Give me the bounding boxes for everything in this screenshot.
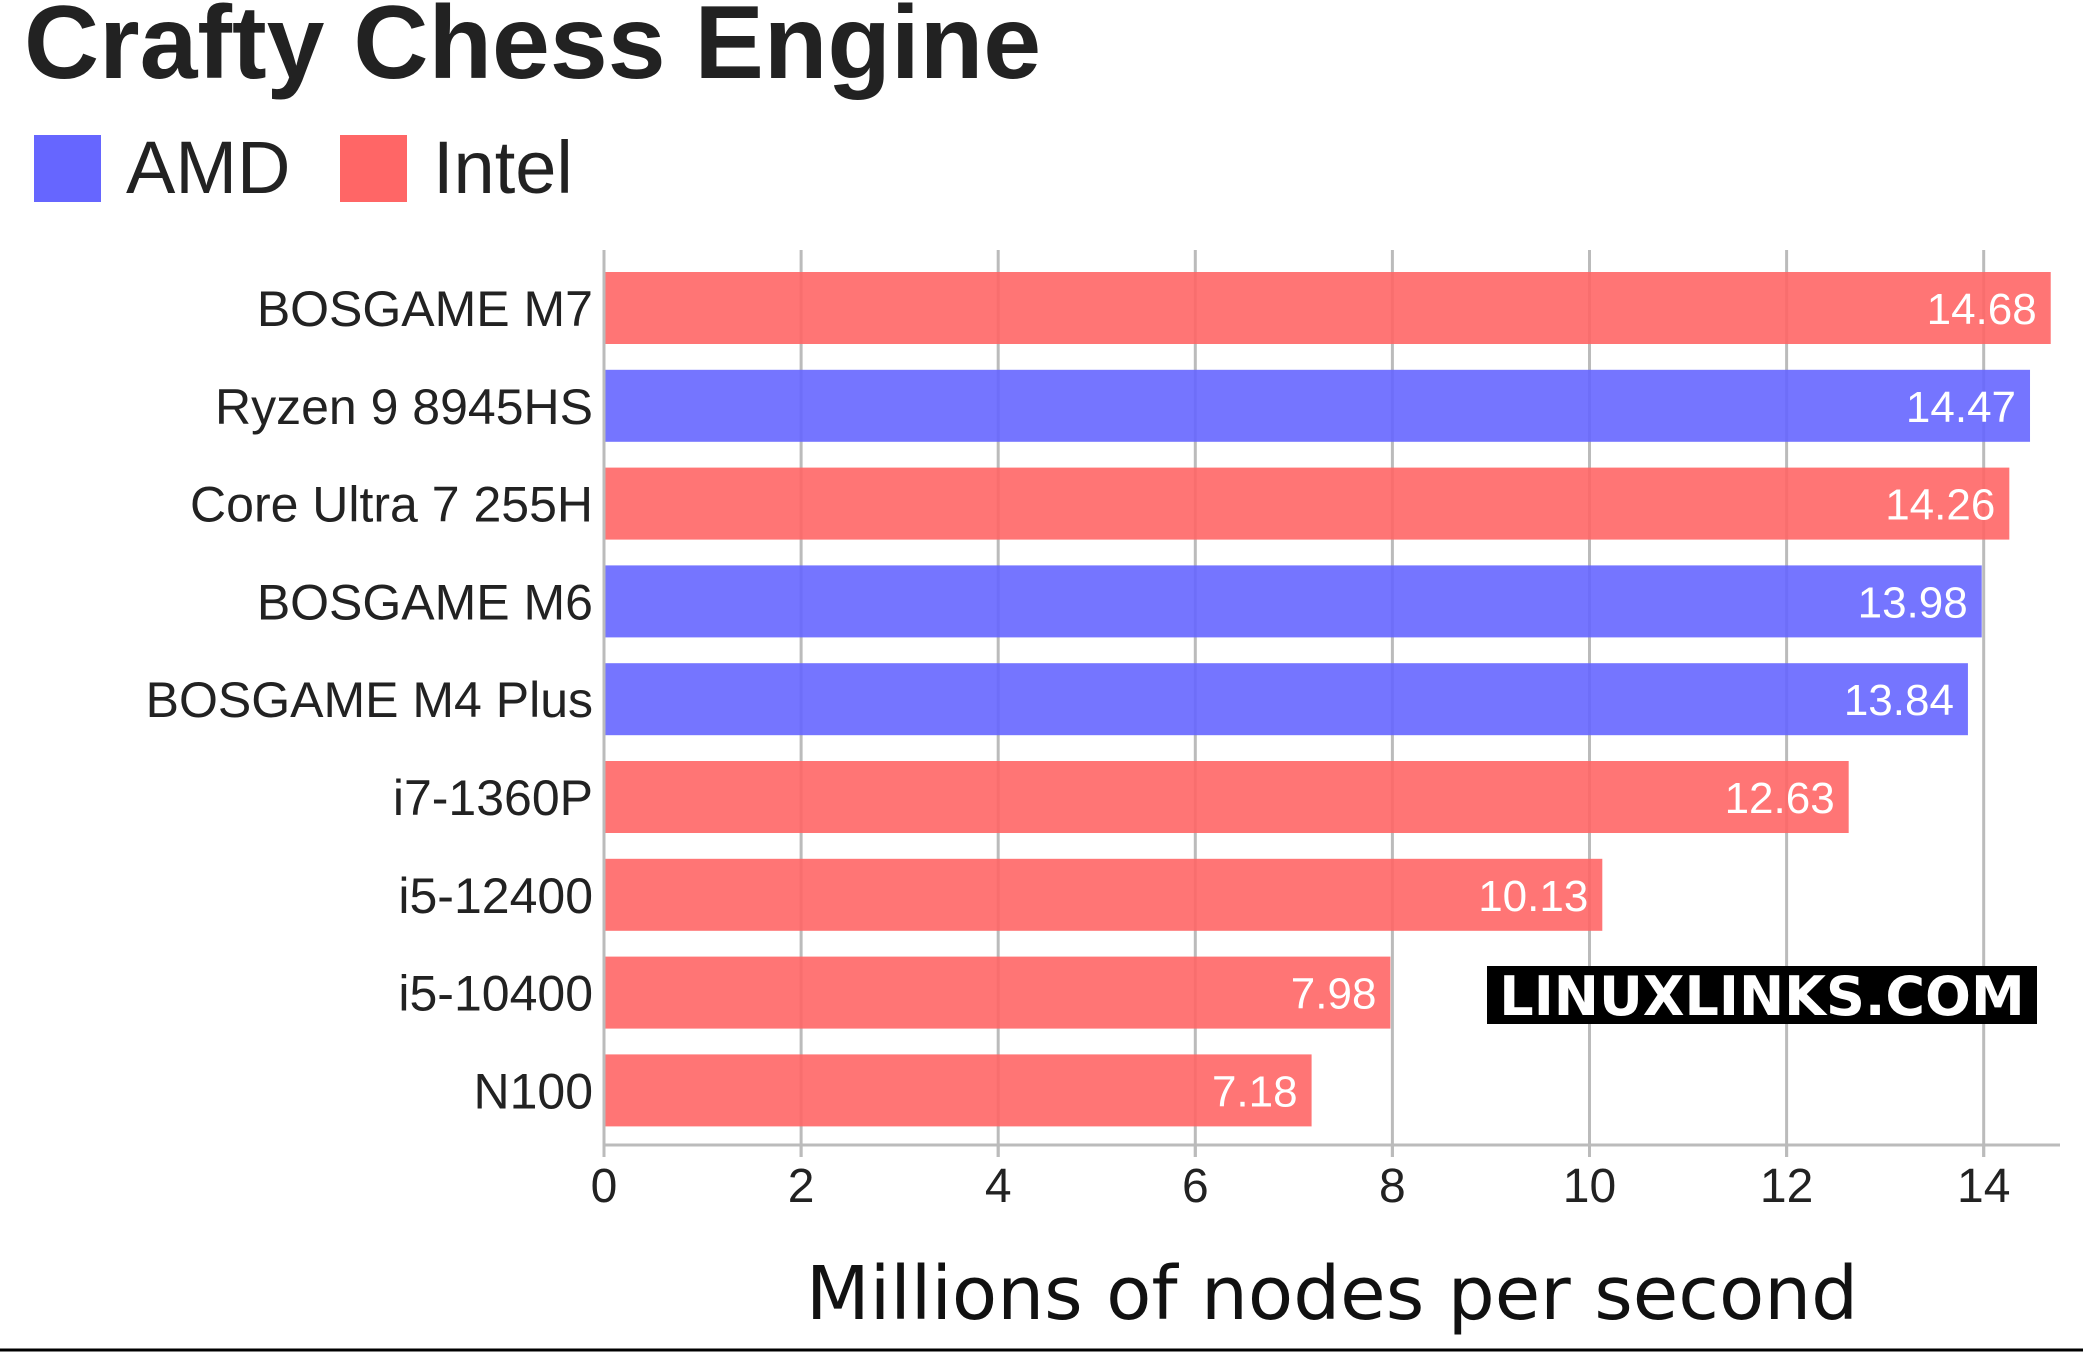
x-tick-label: 0 xyxy=(591,1160,618,1213)
bar-value-label: 14.47 xyxy=(1906,383,2016,432)
category-label: BOSGAME M7 xyxy=(257,281,593,337)
legend-label-intel: Intel xyxy=(433,126,573,209)
bar-value-label: 10.13 xyxy=(1478,872,1588,921)
x-tick-label: 10 xyxy=(1563,1160,1616,1213)
bar-value-label: 13.98 xyxy=(1858,578,1968,627)
bar xyxy=(604,1054,1312,1127)
x-tick-label: 8 xyxy=(1379,1160,1406,1213)
watermark-background xyxy=(1487,966,2037,1024)
x-tick-label: 4 xyxy=(985,1160,1012,1213)
legend-label-amd: AMD xyxy=(126,126,290,209)
bar-value-label: 7.18 xyxy=(1212,1067,1298,1116)
category-label: BOSGAME M6 xyxy=(257,574,593,630)
x-tick-labels: 0 2 4 6 8 10 12 14 xyxy=(591,1160,2011,1213)
legend-swatch-amd xyxy=(34,135,101,202)
legend: AMD Intel xyxy=(34,126,573,209)
bar xyxy=(604,761,1849,833)
category-label: N100 xyxy=(473,1063,593,1119)
category-label: BOSGAME M4 Plus xyxy=(146,672,593,728)
x-tick-label: 12 xyxy=(1760,1160,1813,1213)
bar-value-label: 13.84 xyxy=(1844,676,1954,725)
bar-value-label: 14.68 xyxy=(1927,285,2037,334)
category-label: i7-1360P xyxy=(393,770,593,826)
category-label: i5-12400 xyxy=(398,868,593,924)
category-label: Core Ultra 7 255H xyxy=(190,477,593,533)
x-tick-label: 14 xyxy=(1957,1160,2010,1213)
bar xyxy=(604,858,1603,931)
x-tick-label: 6 xyxy=(1182,1160,1209,1213)
watermark-text: LINUXLINKS.COM xyxy=(1499,965,2024,1028)
bar xyxy=(604,272,2051,344)
bar xyxy=(604,956,1391,1029)
axes xyxy=(602,250,2060,1157)
bar xyxy=(604,467,2010,540)
chart-title: Crafty Chess Engine xyxy=(24,0,1041,101)
bar xyxy=(604,565,1982,638)
bar-value-label: 7.98 xyxy=(1291,970,1377,1019)
legend-swatch-intel xyxy=(340,135,407,202)
category-labels: BOSGAME M7 Ryzen 9 8945HS Core Ultra 7 255… xyxy=(146,281,593,1119)
bar-value-label: 12.63 xyxy=(1725,774,1835,823)
x-axis-label: Millions of nodes per second xyxy=(806,1251,1858,1337)
watermark: LINUXLINKS.COM xyxy=(1487,965,2037,1028)
category-label: Ryzen 9 8945HS xyxy=(215,379,593,435)
x-tick-label: 2 xyxy=(788,1160,815,1213)
bar xyxy=(604,369,2031,442)
bar-value-label: 14.26 xyxy=(1885,481,1995,530)
category-label: i5-10400 xyxy=(398,966,593,1022)
bar xyxy=(604,663,1968,736)
